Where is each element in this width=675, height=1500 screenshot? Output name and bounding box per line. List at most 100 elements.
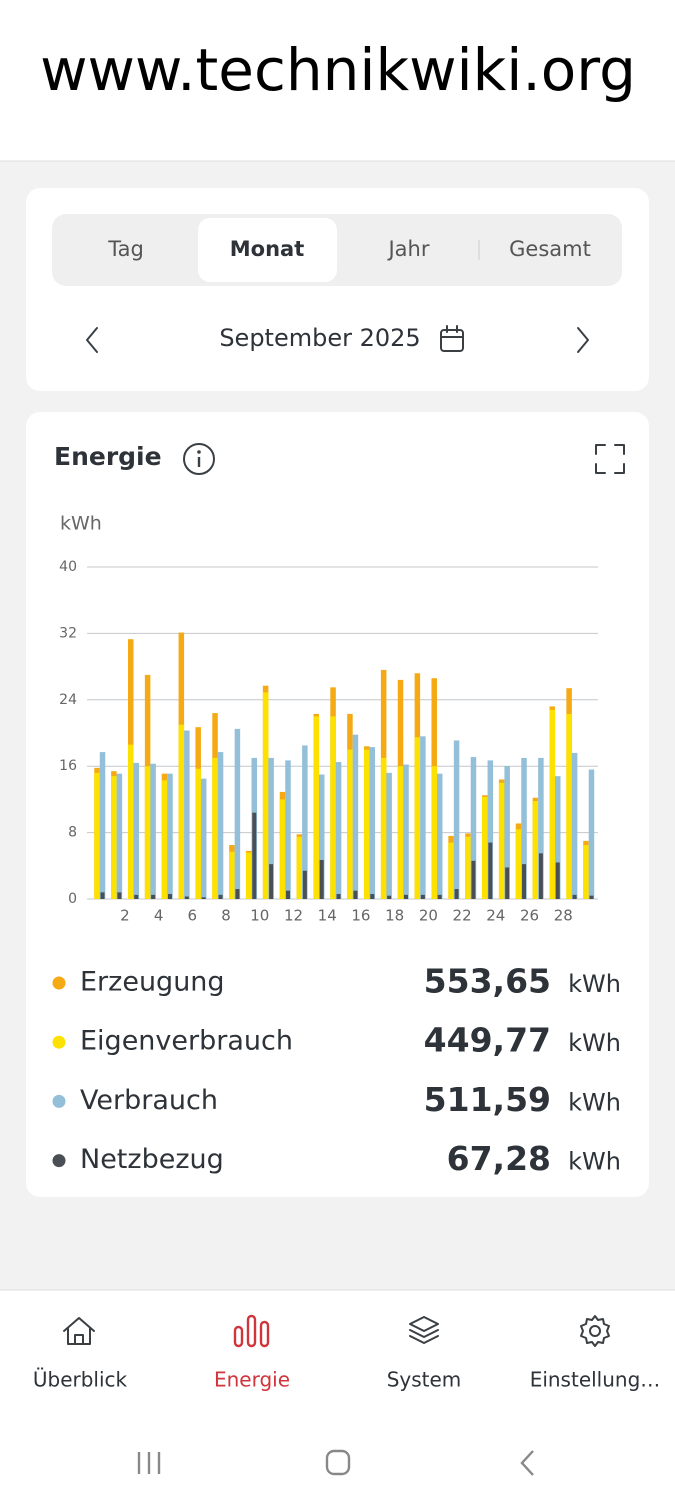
bar: [448, 842, 454, 899]
bar: [522, 864, 527, 899]
nav-label[interactable]: Einstellung…: [530, 1368, 661, 1392]
calendar-icon[interactable]: [440, 325, 464, 352]
period-label[interactable]: September 2025: [219, 324, 420, 352]
legend-dot: [52, 1094, 66, 1108]
bar: [347, 749, 353, 899]
bar: [94, 772, 100, 899]
next-button[interactable]: [577, 327, 589, 353]
bar: [414, 737, 421, 899]
bar: [178, 724, 185, 899]
bar: [588, 769, 595, 899]
x-tick-label: 22: [453, 907, 472, 925]
legend-unit: kWh: [568, 1148, 621, 1176]
bar: [370, 894, 375, 899]
bar: [532, 801, 539, 899]
bar: [380, 757, 387, 899]
bar: [117, 892, 122, 899]
legend-name: Netzbezug: [80, 1144, 224, 1175]
y-tick-label: 24: [59, 692, 77, 708]
android-nav: [137, 1449, 534, 1476]
bar: [420, 894, 425, 899]
legend: Erzeugung 553,65 kWh Eigenverbrauch 449,77 kW…: [52, 962, 621, 1178]
bar: [465, 836, 471, 899]
x-tick-label: 8: [221, 907, 231, 925]
bar: [436, 773, 443, 899]
bar: [583, 845, 589, 899]
x-tick-label: 16: [351, 907, 370, 925]
y-tick-label: 0: [68, 891, 77, 907]
bar: [184, 730, 190, 899]
tabs: Tag Monat Jahr Gesamt: [107, 218, 591, 282]
system-icon[interactable]: [409, 1316, 439, 1344]
fullscreen-icon[interactable]: [595, 444, 625, 474]
bar: [555, 776, 561, 899]
nav-label[interactable]: System: [387, 1368, 462, 1392]
y-axis-label: kWh: [60, 513, 102, 535]
bar: [302, 745, 308, 899]
bar: [353, 890, 358, 899]
bar: [200, 778, 207, 899]
bar: [515, 829, 522, 899]
y-tick-label: 8: [68, 825, 77, 841]
bar: [538, 853, 543, 899]
bar: [521, 757, 527, 899]
tab[interactable]: Tag: [107, 237, 144, 261]
bar: [296, 836, 303, 899]
bar: [279, 799, 286, 899]
home-icon[interactable]: [63, 1317, 95, 1345]
nav-label[interactable]: Überblick: [33, 1368, 128, 1392]
tab[interactable]: Gesamt: [509, 237, 591, 261]
bar: [330, 716, 336, 899]
bar: [538, 757, 544, 899]
energy-icon[interactable]: [233, 1314, 270, 1348]
bar: [505, 867, 510, 899]
nav-label[interactable]: Energie: [214, 1368, 290, 1392]
bar: [111, 776, 117, 899]
bar: [217, 752, 224, 899]
bar: [302, 870, 307, 899]
legend-unit: kWh: [568, 970, 621, 998]
legend-dot: [52, 1035, 66, 1049]
bar: [471, 860, 476, 899]
bar: [184, 896, 189, 899]
tab[interactable]: Monat: [230, 237, 304, 261]
legend-total: 67,28: [447, 1139, 551, 1178]
bar: [498, 782, 505, 899]
bar: [100, 892, 105, 899]
x-tick-label: 2: [120, 907, 130, 925]
x-tick-label: 26: [520, 907, 539, 925]
x-tick-label: 24: [486, 907, 505, 925]
bar: [336, 894, 341, 899]
bar: [397, 766, 404, 899]
legend-name: Eigenverbrauch: [80, 1026, 293, 1057]
info-icon[interactable]: [183, 443, 215, 475]
bar: [285, 890, 290, 899]
bar: [246, 852, 252, 899]
bar: [319, 859, 324, 899]
tab[interactable]: Jahr: [386, 237, 429, 261]
prev-button[interactable]: [86, 327, 98, 353]
bar: [285, 760, 291, 899]
legend-total: 511,59: [424, 1080, 551, 1119]
nav-labels: Überblick Energie System Einstellung…: [33, 1368, 660, 1392]
bar: [488, 842, 493, 899]
legend-name: Erzeugung: [80, 967, 225, 998]
x-tick-label: 18: [385, 907, 404, 925]
x-tick-label: 4: [154, 907, 164, 925]
x-tick-label: 20: [419, 907, 438, 925]
legend-name: Verbrauch: [80, 1085, 218, 1116]
bottom-nav: [0, 1290, 675, 1500]
x-tick-label: 28: [554, 907, 573, 925]
header-title: www.technikwiki.org: [40, 36, 636, 104]
settings-icon[interactable]: [580, 1315, 610, 1347]
bar: [262, 692, 269, 899]
bar: [482, 796, 488, 899]
bar: [218, 894, 223, 899]
bar: [134, 894, 139, 899]
bar: [151, 894, 156, 899]
bar: [437, 894, 442, 899]
card-title: Energie: [54, 442, 162, 471]
